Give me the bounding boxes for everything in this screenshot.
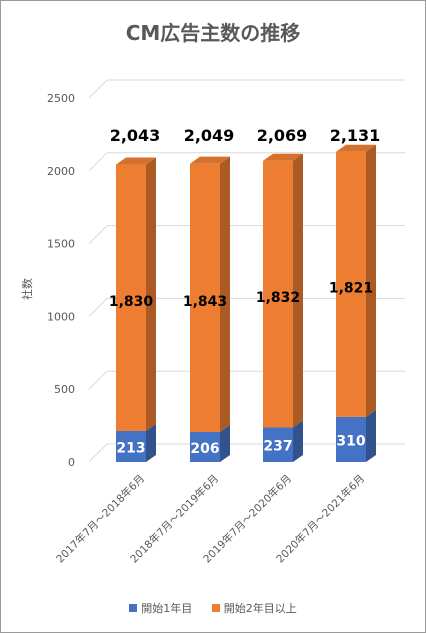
legend-label-series-1: 開始1年目	[141, 602, 193, 615]
legend-swatch-series-1	[129, 604, 138, 612]
bar-segment	[116, 164, 146, 431]
bar-side	[146, 423, 156, 462]
bar-top	[190, 156, 230, 164]
chart-title: CM広告主数の推移	[125, 21, 301, 45]
y-tick-labels: 0 500 1000 1500 2000 2500	[47, 92, 75, 469]
legend-item-series-2: 開始2年目以上	[211, 600, 297, 616]
gridline-diag	[88, 443, 108, 463]
total-label: 2,131	[330, 126, 381, 145]
data-label: 237	[263, 439, 292, 455]
gridline-diag	[88, 298, 108, 317]
bar-segment	[336, 416, 366, 462]
total-label: 2,069	[257, 126, 308, 145]
bar-side	[293, 420, 303, 462]
gridline-diag	[88, 152, 108, 172]
bar-segment	[336, 151, 366, 417]
data-labels: 213 1,830 2,043 206 1,843 2,049 237 1,832 2,069 3…	[109, 126, 380, 457]
bar-segment	[263, 427, 293, 462]
x-tick-labels: 2017年7月～2018年6月2018年7月～2019年6月2019年7月～20…	[54, 472, 368, 566]
y-tick-label: 500	[54, 383, 75, 396]
bar-side	[220, 425, 230, 462]
y-tick-label: 1500	[47, 238, 75, 251]
bar-top	[263, 153, 303, 161]
bar-segment	[190, 163, 220, 433]
bar-top	[336, 144, 376, 152]
data-label: 206	[190, 441, 219, 457]
y-tick-label: 0	[68, 456, 75, 469]
bar-segment	[116, 430, 146, 462]
bar-side	[293, 153, 303, 428]
data-label: 1,832	[256, 290, 300, 306]
data-label: 1,843	[183, 294, 227, 310]
legend: 開始1年目 開始2年目以上	[1, 600, 425, 616]
gridline-diag	[88, 370, 108, 390]
y-tick-label: 2000	[47, 165, 75, 178]
bar-side	[146, 157, 156, 431]
gridline-diag	[88, 225, 108, 244]
y-tick-label: 1000	[47, 310, 75, 323]
legend-item-series-1: 開始1年目	[129, 600, 192, 616]
data-label: 1,821	[329, 280, 373, 296]
data-label: 213	[116, 440, 145, 456]
total-label: 2,049	[184, 126, 235, 145]
gridline-diag	[88, 79, 108, 99]
bar-side	[220, 156, 230, 433]
y-axis-label: 社数	[20, 278, 34, 300]
bar-side	[366, 409, 376, 462]
y-tick-label: 2500	[47, 92, 75, 105]
bar-top	[116, 157, 156, 165]
data-label: 310	[336, 433, 365, 449]
chart-plot: 0 500 1000 1500 2000 2500 社数 213 1,830 2,043 206…	[20, 79, 405, 566]
bar-segment	[190, 432, 220, 462]
bar-segment	[263, 160, 293, 428]
legend-label-series-2: 開始2年目以上	[223, 602, 297, 615]
bar-side	[366, 144, 376, 417]
data-label: 1,830	[109, 294, 154, 310]
bars	[116, 144, 376, 462]
total-label: 2,043	[110, 126, 161, 145]
legend-swatch-series-2	[211, 604, 220, 612]
